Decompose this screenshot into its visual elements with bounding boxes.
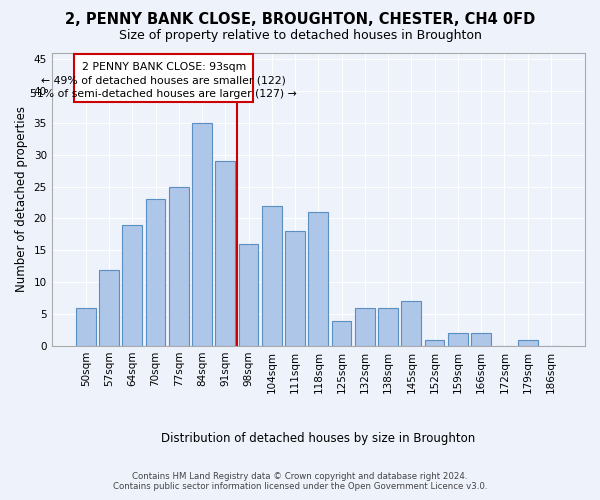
Text: 2, PENNY BANK CLOSE, BROUGHTON, CHESTER, CH4 0FD: 2, PENNY BANK CLOSE, BROUGHTON, CHESTER,… [65,12,535,26]
Bar [285,231,305,346]
Y-axis label: Number of detached properties: Number of detached properties [15,106,28,292]
Text: 51% of semi-detached houses are larger (127) →: 51% of semi-detached houses are larger (… [31,89,297,99]
Bar [518,340,538,346]
Bar [471,334,491,346]
Text: ← 49% of detached houses are smaller (122): ← 49% of detached houses are smaller (12… [41,76,286,86]
Bar [262,206,282,346]
Bar [448,334,468,346]
Bar [215,161,235,346]
Bar [122,225,142,346]
Bar [239,244,259,346]
Bar [308,212,328,346]
FancyBboxPatch shape [74,54,253,102]
X-axis label: Distribution of detached houses by size in Broughton: Distribution of detached houses by size … [161,432,475,445]
Text: Contains HM Land Registry data © Crown copyright and database right 2024.
Contai: Contains HM Land Registry data © Crown c… [113,472,487,491]
Bar [76,308,95,346]
Bar [425,340,445,346]
Text: Size of property relative to detached houses in Broughton: Size of property relative to detached ho… [119,29,481,42]
Bar [332,320,352,346]
Text: 2 PENNY BANK CLOSE: 93sqm: 2 PENNY BANK CLOSE: 93sqm [82,62,246,72]
Bar [99,270,119,346]
Bar [355,308,375,346]
Bar [378,308,398,346]
Bar [169,186,188,346]
Bar [401,302,421,346]
Bar [146,200,166,346]
Bar [192,122,212,346]
